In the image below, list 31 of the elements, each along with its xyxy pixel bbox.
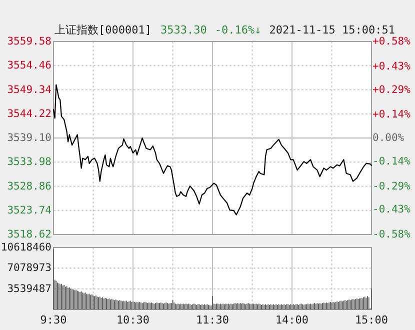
x-tick-label: 9:30 [40,314,67,326]
x-tick-label: 14:00 [275,314,309,326]
y2-tick-label: +0.58% [372,36,412,48]
x-tick-label: 11:30 [196,314,230,326]
y-tick-label: 3539487 [7,282,52,295]
line-series [52,84,372,216]
x-tick-label: 15:00 [354,314,388,326]
y-tick-label: 3554.46 [7,60,52,72]
y-tick-label: 3518.62 [7,228,52,240]
y-tick-label: 7078973 [7,262,52,274]
y2-tick-label: -0.14% [372,155,412,168]
y2-tick-label: -0.58% [372,228,412,240]
y2-tick-label: +0.29% [372,84,412,96]
y2-tick-label: 0.00% [372,132,405,144]
y2-tick-label: -0.43% [372,204,412,216]
y-tick-label: 3559.58 [7,36,52,48]
y-tick-label: 3549.34 [7,84,52,96]
text: 3533.30 [160,24,207,36]
y-tick-label: 10618460 [0,242,52,254]
y2-tick-label: -0.29% [372,180,412,192]
y-tick-label: 3523.74 [7,204,52,216]
y-tick-label: 3539.10 [7,132,52,144]
chart-title: 上证指数[000001] [54,24,152,36]
x-tick-label: 10:30 [116,314,150,326]
text: 2021-11-15 15:00:51 [269,24,396,36]
y-tick-label: 3528.86 [7,180,52,192]
y2-tick-label: +0.43% [372,60,412,72]
y-tick-label: 3533.98 [7,156,52,168]
y-tick-label: 3544.22 [7,108,52,120]
y2-tick-label: +0.14% [372,108,412,121]
text: -0.16%↓ [214,24,262,36]
